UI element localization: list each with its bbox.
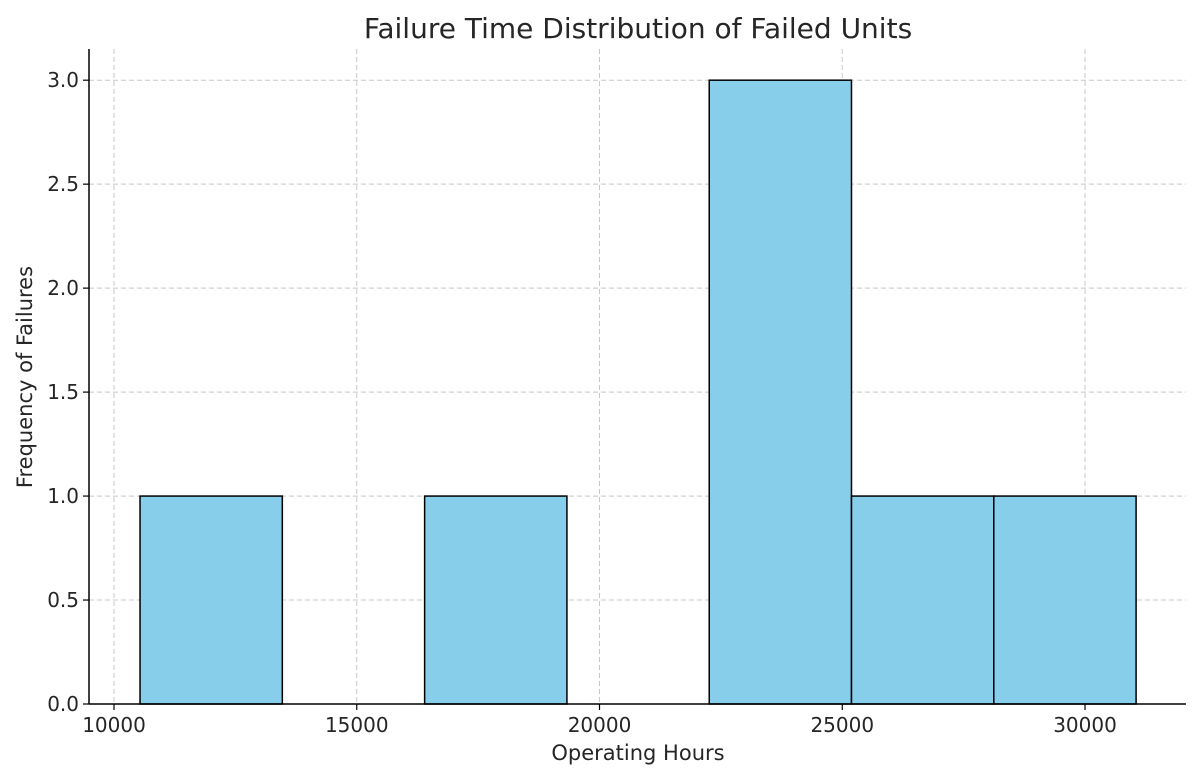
x-tick-label: 25000 — [810, 713, 874, 737]
x-tick-label: 15000 — [325, 713, 389, 737]
x-tick-label: 20000 — [568, 713, 632, 737]
chart-title: Failure Time Distribution of Failed Unit… — [364, 12, 912, 45]
x-tick-label: 30000 — [1053, 713, 1117, 737]
histogram-bar — [708, 79, 853, 705]
y-tick-label: 0.5 — [47, 588, 79, 612]
y-axis-label: Frequency of Failures — [13, 266, 37, 488]
y-tick-label: 2.5 — [47, 172, 79, 196]
axes — [88, 49, 1186, 705]
histogram-bar — [139, 495, 284, 705]
histogram-bar — [423, 495, 568, 705]
ticks: 10000 15000 20000 25000 30000 0.0 0.5 1.0 1.5 2.0… — [47, 68, 1117, 737]
x-tick-label: 10000 — [82, 713, 146, 737]
y-tick-label: 3.0 — [47, 68, 79, 92]
y-tick-label: 1.5 — [47, 380, 79, 404]
y-tick-label: 0.0 — [47, 692, 79, 716]
bars — [139, 79, 1137, 705]
histogram-bar — [850, 495, 995, 705]
x-axis-label: Operating Hours — [551, 741, 724, 765]
y-tick-label: 2.0 — [47, 276, 79, 300]
histogram-bar — [993, 495, 1137, 705]
y-tick-label: 1.0 — [47, 484, 79, 508]
